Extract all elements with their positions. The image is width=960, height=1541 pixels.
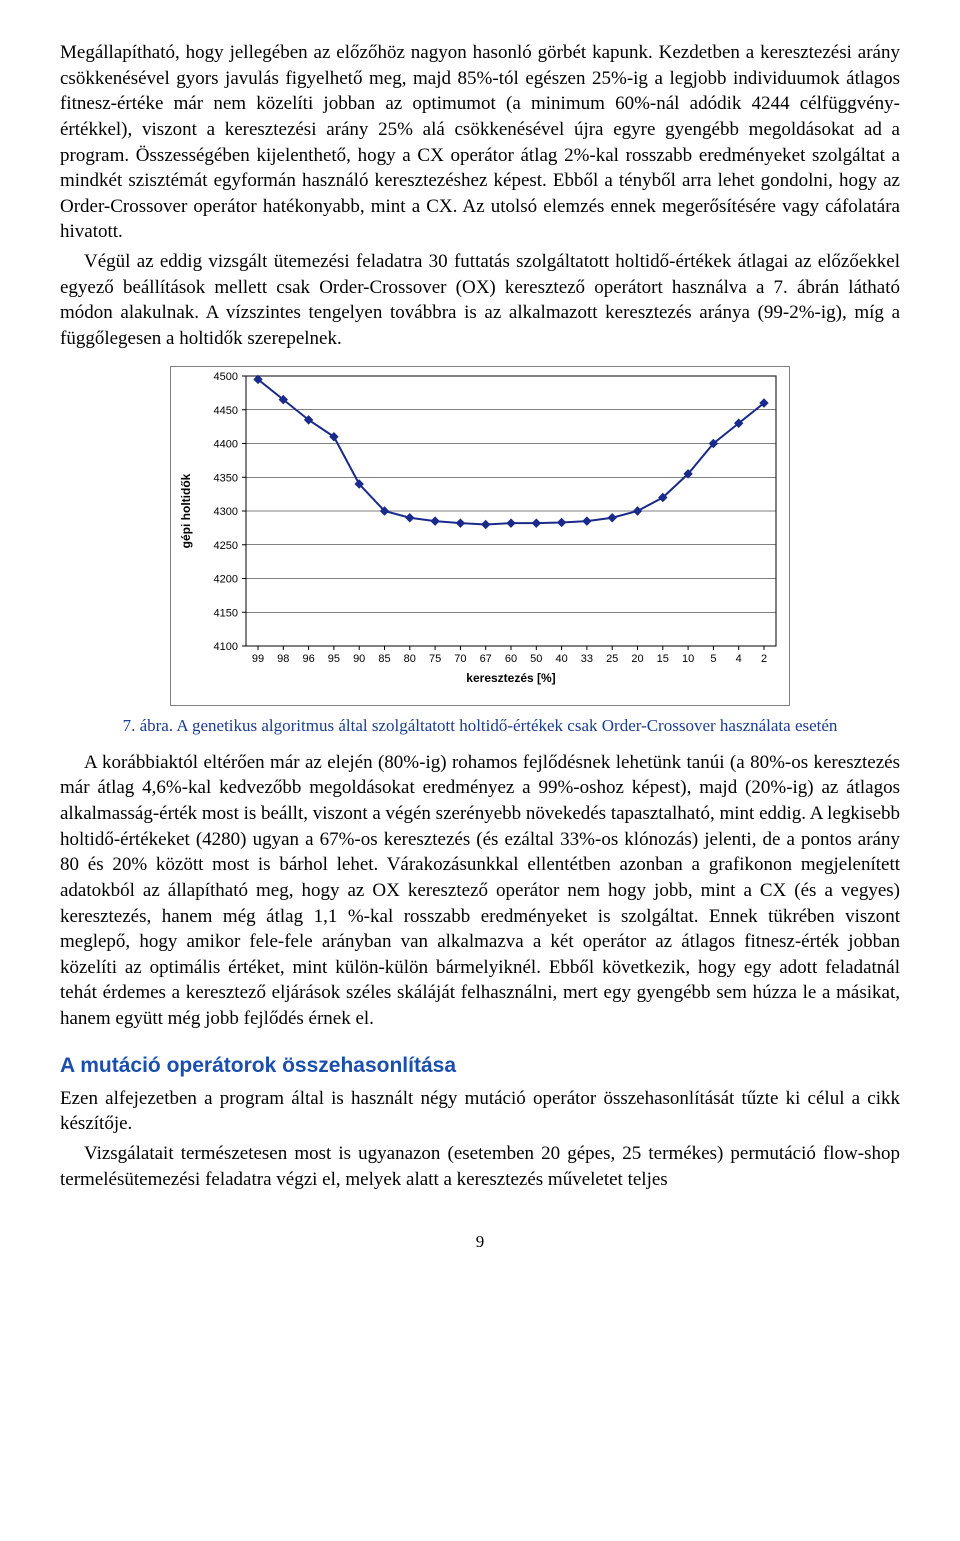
line-chart: 4100415042004250430043504400445045009998… — [170, 366, 790, 706]
svg-text:keresztezés [%]: keresztezés [%] — [466, 671, 555, 685]
svg-text:5: 5 — [710, 653, 716, 665]
figure-caption: 7. ábra. A genetikus algoritmus által sz… — [60, 716, 900, 736]
svg-text:gépi holtidők: gépi holtidők — [179, 473, 193, 548]
paragraph-1: Megállapítható, hogy jellegében az előző… — [60, 40, 900, 245]
chart-figure: 4100415042004250430043504400445045009998… — [170, 366, 790, 706]
svg-text:4400: 4400 — [214, 438, 238, 450]
svg-text:4300: 4300 — [214, 506, 238, 518]
svg-text:25: 25 — [606, 653, 618, 665]
svg-text:40: 40 — [555, 653, 567, 665]
svg-text:10: 10 — [682, 653, 694, 665]
svg-text:67: 67 — [480, 653, 492, 665]
page-number: 9 — [60, 1232, 900, 1252]
paragraph-3: A korábbiaktól eltérően már az elején (8… — [60, 750, 900, 1032]
svg-text:90: 90 — [353, 653, 365, 665]
svg-text:4350: 4350 — [214, 472, 238, 484]
paragraph-5: Vizsgálatait természetesen most is ugyan… — [60, 1141, 900, 1192]
paragraph-2: Végül az eddig vizsgált ütemezési felada… — [60, 249, 900, 352]
svg-text:60: 60 — [505, 653, 517, 665]
svg-text:50: 50 — [530, 653, 542, 665]
svg-text:99: 99 — [252, 653, 264, 665]
svg-text:70: 70 — [454, 653, 466, 665]
svg-text:75: 75 — [429, 653, 441, 665]
svg-text:4250: 4250 — [214, 539, 238, 551]
svg-text:4100: 4100 — [214, 641, 238, 653]
svg-text:80: 80 — [404, 653, 416, 665]
svg-text:4150: 4150 — [214, 607, 238, 619]
svg-text:4: 4 — [736, 653, 742, 665]
svg-text:96: 96 — [302, 653, 314, 665]
svg-text:4200: 4200 — [214, 573, 238, 585]
caption-lead: 7. ábra. — [123, 716, 174, 735]
svg-text:20: 20 — [631, 653, 643, 665]
svg-text:15: 15 — [657, 653, 669, 665]
section-heading: A mutáció operátorok összehasonlítása — [60, 1054, 900, 1078]
svg-text:98: 98 — [277, 653, 289, 665]
svg-text:85: 85 — [378, 653, 390, 665]
svg-text:4450: 4450 — [214, 404, 238, 416]
svg-text:2: 2 — [761, 653, 767, 665]
svg-text:4500: 4500 — [214, 371, 238, 383]
page: Megállapítható, hogy jellegében az előző… — [0, 0, 960, 1292]
svg-text:33: 33 — [581, 653, 593, 665]
paragraph-4: Ezen alfejezetben a program által is has… — [60, 1086, 900, 1137]
svg-text:95: 95 — [328, 653, 340, 665]
caption-text: A genetikus algoritmus által szolgáltato… — [176, 716, 837, 735]
